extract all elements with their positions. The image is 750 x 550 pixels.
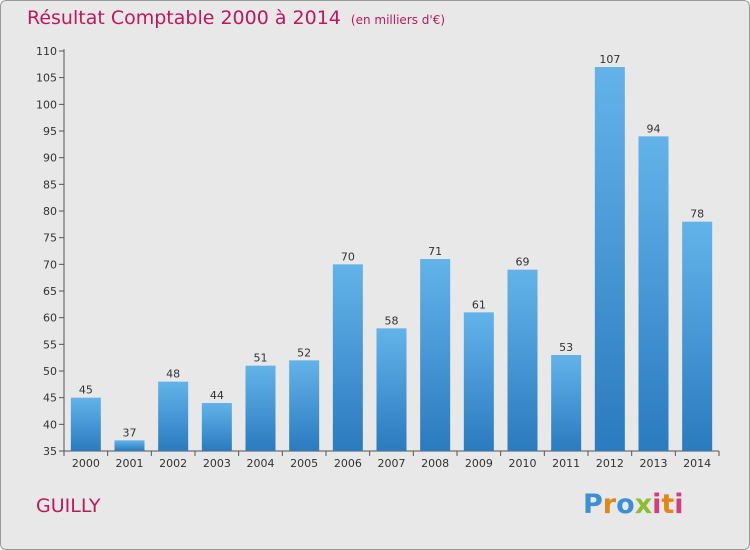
bars [70,67,713,452]
x-tick-label: 2004 [247,457,275,470]
y-tick-label: 70 [43,258,57,271]
logo-letter: t [661,489,675,520]
x-tick-label: 2006 [334,457,362,470]
x-tick-label: 2013 [640,457,668,470]
bar-value-label: 53 [559,341,573,354]
bar [463,312,494,451]
bar-value-label: 51 [254,352,268,365]
logo-letter: o [616,489,635,520]
y-tick-label: 60 [43,312,57,325]
labels: 45 37 48 44 51 52 70 58 71 61 69 53 107 94 78 [79,53,704,439]
bar [682,221,713,451]
y-tick-label: 75 [43,232,57,245]
bar [551,355,582,451]
bar-value-label: 94 [647,122,661,135]
bar-value-label: 45 [79,384,93,397]
bar-value-label: 78 [690,208,704,221]
y-tick-label: 105 [36,72,57,85]
logo-letter: x [634,489,653,520]
bar [594,67,625,451]
bar-value-label: 37 [123,426,137,439]
bar [158,381,189,451]
x-tick-label: 2005 [290,457,318,470]
proxiti-logo[interactable]: Proxiti [583,489,684,520]
logo-letter: i [652,489,662,520]
x-tick-label: 2008 [421,457,449,470]
x-tick-label: 2003 [203,457,231,470]
x-tick-label: 2001 [116,457,144,470]
x-tick-label: 2011 [552,457,580,470]
y-tick-label: 85 [43,178,57,191]
y-tick-label: 45 [43,392,57,405]
bar-value-label: 107 [599,53,620,66]
y-tick-label: 90 [43,152,57,165]
chart-subtitle: (en milliers d'€) [350,13,446,27]
bar [114,440,145,451]
bar [70,397,101,451]
x-tick-label: 2002 [159,457,187,470]
bar [420,259,451,451]
y-tick-label: 110 [36,45,57,58]
bar-value-label: 44 [210,389,224,402]
y-tick-label: 35 [43,445,57,458]
bar-value-label: 71 [428,245,442,258]
x-tick-label: 2014 [683,457,711,470]
y-tick-label: 95 [43,125,57,138]
logo-letter: r [602,489,617,520]
bar-value-label: 69 [516,256,530,269]
y-tick-label: 65 [43,285,57,298]
y-tick-label: 80 [43,205,57,218]
bar-value-label: 48 [166,368,180,381]
y-tick-label: 100 [36,98,57,111]
bar [245,365,276,451]
x-tick-label: 2007 [378,457,406,470]
commune-name: GUILLY [36,495,101,517]
x-tick-label: 2000 [72,457,100,470]
chart-title: Résultat Comptable 2000 à 2014 [27,7,341,29]
bar-value-label: 61 [472,298,486,311]
bar [376,328,407,451]
bar [507,269,538,451]
bar [332,264,363,451]
bar-value-label: 70 [341,250,355,263]
bar [201,403,232,451]
chart-title-line: Résultat Comptable 2000 à 2014 (en millie… [27,7,445,29]
logo-letter: P [583,489,603,520]
bar-value-label: 52 [297,346,311,359]
y-tick-label: 50 [43,365,57,378]
y-tick-label: 55 [43,338,57,351]
y-tick-label: 40 [43,418,57,431]
x-tick-label: 2009 [465,457,493,470]
x-tick-label: 2010 [509,457,537,470]
bar [289,360,320,451]
x-tick-label: 2012 [596,457,624,470]
bar-value-label: 58 [385,314,399,327]
bar [638,136,669,452]
logo-letter: i [674,489,684,520]
